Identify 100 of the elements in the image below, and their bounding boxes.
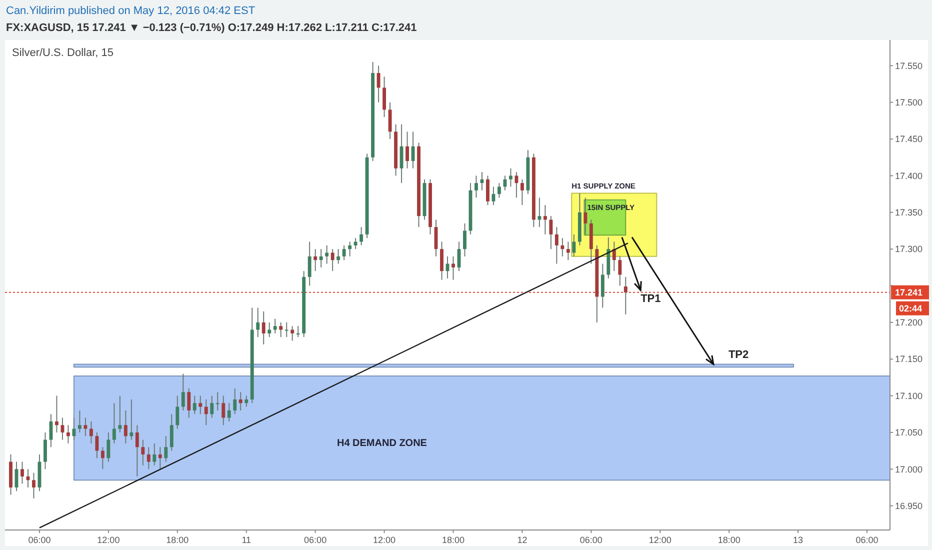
candlestick (44, 432, 47, 470)
x-tick-label: 12:00 (648, 535, 672, 545)
candlestick (543, 204, 547, 235)
candlestick (474, 175, 478, 198)
candlestick (192, 395, 196, 415)
x-tick-label: 18:00 (166, 535, 189, 545)
x-tick-label: 11 (242, 535, 252, 545)
candlestick (463, 222, 466, 257)
candlestick (233, 388, 237, 415)
y-tick-label: 17.000 (895, 464, 923, 474)
candlestick (497, 182, 501, 198)
candlestick (554, 226, 558, 264)
candlestick (20, 461, 24, 484)
y-tick-label: 17.400 (895, 170, 923, 181)
x-tick-label: 06:00 (580, 535, 602, 545)
x-tick-label: 06:00 (28, 535, 51, 545)
candlestick (32, 472, 36, 499)
ref-line-label: 17.241 (895, 287, 923, 298)
candlestick (342, 244, 346, 261)
series-label: H4 DEMAND ZONE (336, 438, 428, 450)
candlestick (400, 124, 404, 184)
candlestick (325, 244, 329, 264)
candlestick (238, 392, 242, 411)
candlestick (354, 238, 358, 250)
candlestick (360, 226, 364, 246)
candlestick (612, 241, 616, 272)
candlestick (170, 414, 174, 452)
candlestick (486, 175, 490, 206)
candlestick (124, 410, 128, 444)
y-tick-label: 17.350 (895, 208, 923, 218)
candlestick (158, 446, 162, 470)
candlestick (84, 417, 88, 437)
candlestick (273, 318, 277, 334)
candlestick (376, 65, 380, 103)
candlestick (130, 398, 134, 440)
candlestick (210, 395, 214, 418)
candlestick (503, 175, 507, 191)
y-tick-label: 17.200 (895, 318, 923, 328)
candlestick (262, 310, 266, 345)
candlestick (440, 241, 444, 280)
candlestick (54, 395, 58, 433)
text: Can.Yildirim published on May 12, 2016 04:42 EST (6, 5, 256, 17)
y-tick-label: 17.050 (895, 428, 923, 438)
y-tick-label: 16.950 (895, 500, 923, 511)
candlestick (227, 402, 231, 422)
chart-title: FX:XAGUSD, 15 17.241 ▼ −0.123 (−0.71%) O:17.249 H:17.262 L:17.211 C:17.241 (6, 22, 417, 34)
candlestick (584, 197, 588, 235)
candlestick (78, 410, 82, 433)
candlestick (538, 197, 542, 228)
candlestick (146, 446, 150, 470)
candlestick (279, 322, 283, 338)
candlestick (100, 446, 104, 470)
candlestick (72, 417, 76, 440)
candlestick (308, 241, 312, 286)
x-tick-label: 06:00 (856, 535, 878, 545)
candlestick (566, 241, 570, 261)
candlestick (176, 395, 180, 430)
candlestick (118, 395, 122, 433)
y-tick-label: 17.550 (895, 60, 923, 71)
candlestick (60, 417, 64, 440)
candlestick (549, 216, 553, 250)
candlestick (256, 307, 260, 338)
candlestick (336, 248, 340, 264)
y-tick-label: 17.450 (895, 134, 923, 144)
x-tick-label: 12 (517, 535, 528, 545)
candlestick (508, 168, 512, 188)
candlestick (268, 322, 272, 338)
candlestick (319, 248, 323, 268)
candlestick (330, 248, 334, 272)
candlestick (388, 102, 392, 140)
candlestick (348, 241, 352, 257)
y-tick-label: 17.100 (895, 390, 923, 401)
candlestick (135, 424, 139, 477)
candlestick (112, 402, 116, 444)
candlestick (560, 238, 564, 257)
candlestick (198, 395, 202, 415)
candlestick (187, 388, 191, 418)
x-tick-label: 18:00 (442, 535, 465, 545)
candlestick (618, 256, 622, 286)
candlestick (514, 172, 518, 198)
text: 02:44 (899, 303, 922, 314)
x-tick-label: 18:00 (718, 535, 740, 545)
y-tick-label: 17.300 (895, 244, 923, 254)
candlestick (572, 234, 576, 257)
candlestick (600, 263, 604, 308)
candlestick (141, 439, 145, 466)
candlestick (216, 392, 220, 411)
annotation: TP1 (640, 293, 661, 306)
candlestick (181, 373, 185, 411)
candlestick (382, 76, 386, 118)
x-tick-label: 12:00 (97, 535, 120, 545)
candlestick (520, 178, 524, 206)
candlestick (164, 436, 168, 462)
candlestick (106, 432, 110, 462)
text: Silver/U.S. Dollar, 15 (12, 47, 114, 59)
candlestick (66, 424, 70, 444)
candlestick (222, 395, 226, 426)
candlestick (204, 398, 208, 426)
candlestick (89, 420, 93, 444)
candlestick (284, 322, 288, 338)
